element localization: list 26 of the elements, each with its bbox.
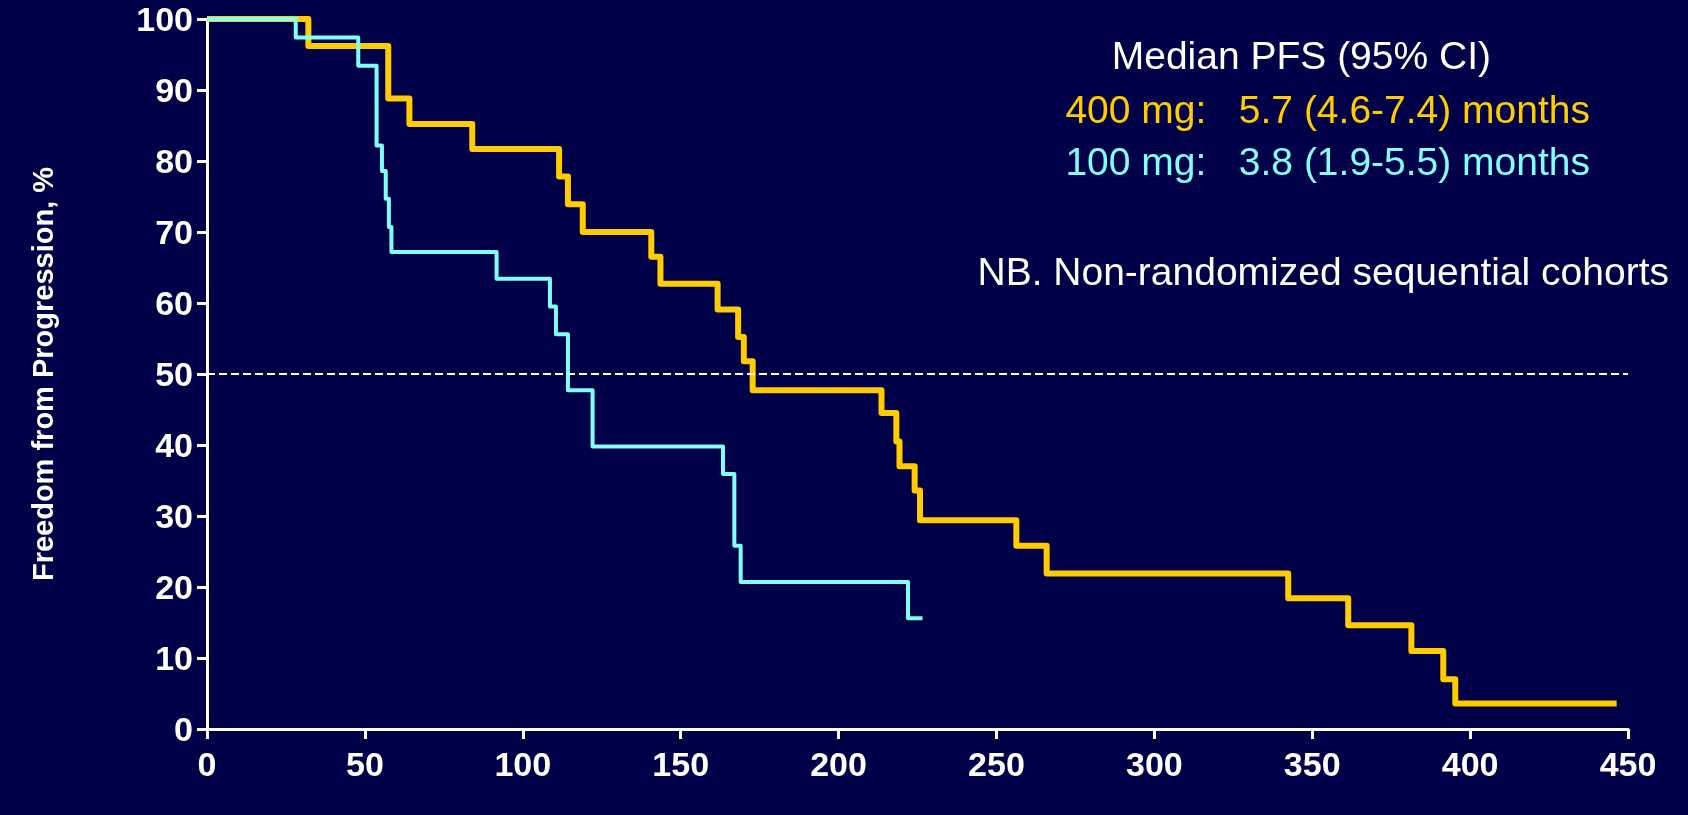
x-tick-label: 350 (1283, 745, 1341, 783)
y-axis-title: Freedom from Progression, % (26, 166, 59, 582)
x-tick-label: 250 (968, 745, 1025, 783)
annotation: 400 mg: 5.7 (4.6-7.4) months (1065, 88, 1591, 131)
y-tick-label: 100 (136, 0, 193, 38)
y-tick-label: 0 (174, 710, 193, 748)
x-tick-label: 400 (1441, 745, 1499, 783)
x-tick-label: 300 (1125, 745, 1183, 783)
annotation: Median PFS (95% CI) (1111, 34, 1492, 77)
y-tick-label: 80 (155, 142, 193, 180)
annotation: NB. Non-randomized sequential cohorts (977, 250, 1669, 293)
x-tick-label: 0 (197, 745, 217, 783)
y-tick-label: 40 (155, 426, 193, 464)
y-tick-label: 70 (155, 213, 193, 251)
annotation: 100 mg: 3.8 (1.9-5.5) months (1065, 140, 1591, 183)
y-tick-label: 30 (155, 497, 193, 535)
y-tick-label: 10 (155, 639, 193, 677)
x-tick-label: 200 (810, 745, 867, 783)
x-tick-label: 450 (1599, 745, 1657, 783)
y-tick-label: 50 (155, 355, 193, 393)
y-tick-label: 90 (155, 71, 193, 109)
y-tick-label: 20 (155, 568, 193, 606)
y-tick-label: 60 (155, 284, 193, 322)
x-tick-label: 150 (652, 745, 710, 783)
x-tick-label: 50 (345, 745, 384, 783)
x-tick-label: 100 (494, 745, 552, 783)
